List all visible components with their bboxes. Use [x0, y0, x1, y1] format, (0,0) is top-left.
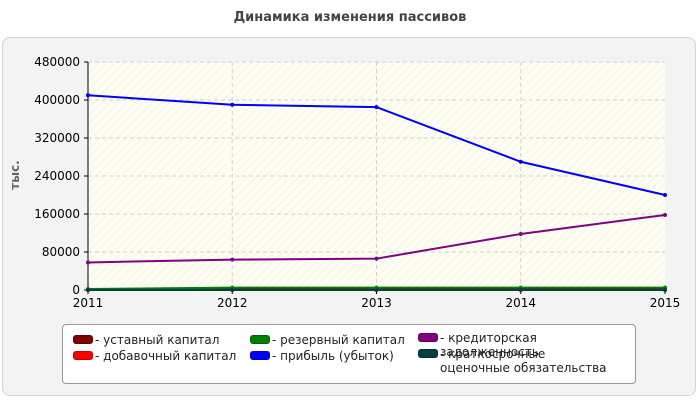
legend-swatch: [418, 349, 438, 358]
data-point: [518, 231, 523, 236]
chart-title: Динамика изменения пассивов: [233, 10, 467, 25]
data-point: [374, 288, 379, 292]
y-axis-label: тыс.: [8, 160, 22, 189]
legend-item-kreditorskaya: - кредиторская задолженность: [418, 331, 635, 359]
legend-item-pribyl: - прибыль (убыток): [250, 349, 394, 363]
x-tick-label: 2012: [217, 296, 248, 310]
legend-label: - кредиторская задолженность: [440, 331, 539, 359]
x-tick-label: 2014: [505, 296, 536, 310]
data-point: [230, 288, 235, 292]
data-point: [663, 193, 667, 197]
legend-item-ustavny: - уставный капитал: [73, 333, 219, 347]
y-tick-label: 400000: [34, 93, 80, 107]
legend-item-otsenochnye: - краткосрочные оценочные обязательства: [418, 347, 608, 375]
x-tick-label: 2013: [361, 296, 392, 310]
legend-label: - резервный капитал: [272, 333, 405, 347]
series-lines: [86, 93, 667, 292]
y-tick-label: 480000: [34, 55, 80, 69]
data-point: [86, 260, 90, 265]
legend-swatch: [418, 333, 438, 342]
legend-swatch: [250, 335, 270, 344]
data-point: [374, 256, 379, 261]
y-tick-labels: 0 80000 160000 240000 320000 400000 480000: [34, 55, 80, 297]
data-point: [518, 159, 523, 164]
legend-swatch: [73, 335, 93, 344]
legend-label: - краткосрочные оценочные обязательства: [440, 347, 607, 375]
y-tick-label: 240000: [34, 169, 80, 183]
data-point: [86, 288, 90, 292]
legend-item-dobavochny: - добавочный капитал: [73, 349, 236, 363]
legend: - уставный капитал - добавочный капитал …: [62, 324, 636, 384]
legend-item-rezervny: - резервный капитал: [250, 333, 405, 347]
x-tick-labels: 2011 2012 2013 2014 2015: [73, 296, 681, 310]
legend-swatch: [250, 351, 270, 360]
x-tick-label: 2015: [650, 296, 681, 310]
y-tick-label: 160000: [34, 207, 80, 221]
gridlines: [88, 61, 665, 290]
y-tick-label: 80000: [42, 245, 80, 259]
y-tick-label: 0: [72, 283, 80, 297]
data-point: [518, 288, 523, 292]
data-point: [663, 288, 667, 292]
legend-label: - прибыль (убыток): [272, 349, 394, 363]
data-point: [374, 105, 379, 110]
data-point: [230, 102, 235, 107]
x-tick-label: 2011: [73, 296, 104, 310]
legend-swatch: [73, 351, 93, 360]
legend-label: - добавочный капитал: [95, 349, 237, 363]
legend-label: - уставный капитал: [95, 333, 220, 347]
data-point: [663, 212, 667, 217]
data-point: [230, 257, 235, 262]
y-tick-label: 320000: [34, 131, 80, 145]
data-point: [86, 93, 90, 98]
